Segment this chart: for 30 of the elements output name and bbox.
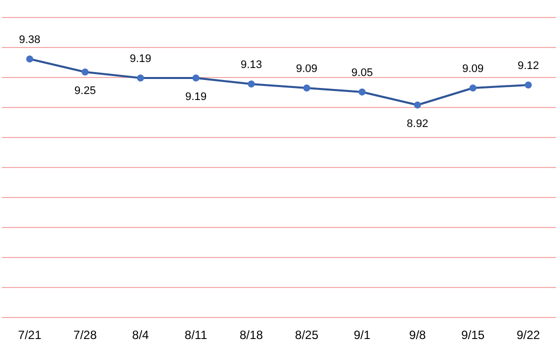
x-tick-label: 9/8 xyxy=(409,328,426,342)
data-label: 9.13 xyxy=(240,59,262,71)
point xyxy=(469,84,476,92)
x-tick-label: 9/1 xyxy=(354,328,371,342)
data-label: 9.09 xyxy=(296,63,318,75)
data-label: 9.12 xyxy=(518,60,540,72)
point xyxy=(358,88,366,96)
data-label: 9.05 xyxy=(351,67,373,79)
point xyxy=(248,80,255,88)
data-label: 9.09 xyxy=(462,63,484,75)
point xyxy=(82,68,89,76)
point xyxy=(26,56,34,62)
x-tick-label: 7/28 xyxy=(73,328,98,342)
data-label: 9.19 xyxy=(130,53,152,65)
point xyxy=(137,74,144,82)
data-label: 9.38 xyxy=(18,34,40,46)
x-tick-label: 8/18 xyxy=(240,328,264,342)
x-tick-label: 8/4 xyxy=(132,328,150,342)
data-label: 9.19 xyxy=(185,91,207,103)
x-tick-label: 8/11 xyxy=(184,328,208,342)
data-label: 9.25 xyxy=(74,85,96,97)
point xyxy=(303,84,310,92)
point xyxy=(192,74,200,82)
x-tick-label: 7/21 xyxy=(18,328,42,342)
data-label: 8.92 xyxy=(406,118,428,130)
point xyxy=(414,102,421,108)
x-tick-label: 8/25 xyxy=(295,328,319,342)
x-tick-label: 9/15 xyxy=(461,328,485,342)
point xyxy=(524,82,532,88)
x-tick-label: 9/22 xyxy=(516,328,540,342)
